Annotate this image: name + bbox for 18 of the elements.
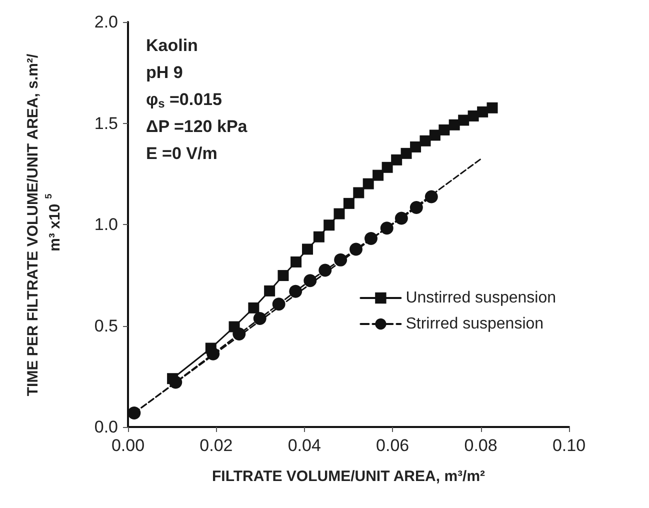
y-tick-label: 1.0: [94, 215, 118, 234]
annotation: E =0 V/m: [146, 144, 218, 163]
x-axis-title: FILTRATE VOLUME/UNIT AREA, m³/m²: [212, 468, 486, 485]
x-tick-label: 0.10: [552, 436, 586, 455]
y-tick-label: 0.5: [94, 316, 118, 336]
y-tick-label: 1.5: [94, 114, 118, 133]
y-tick-label: 2.0: [94, 12, 118, 32]
legend-label: Unstirred suspension: [406, 290, 556, 306]
x-tick-label: 0.06: [376, 436, 410, 455]
x-tick-label: 0.04: [288, 436, 321, 455]
x-tick-label: 0.00: [111, 436, 145, 455]
x-tick-label: 0.08: [464, 436, 498, 455]
annotation: ΔP =120 kPa: [146, 117, 248, 136]
annotation: pH 9: [146, 63, 183, 82]
annotation: Kaolin: [146, 36, 198, 55]
legend-label: Strirred suspension: [406, 316, 544, 332]
x-tick-label: 0.02: [200, 436, 233, 455]
y-tick-label: 0.0: [94, 418, 118, 436]
